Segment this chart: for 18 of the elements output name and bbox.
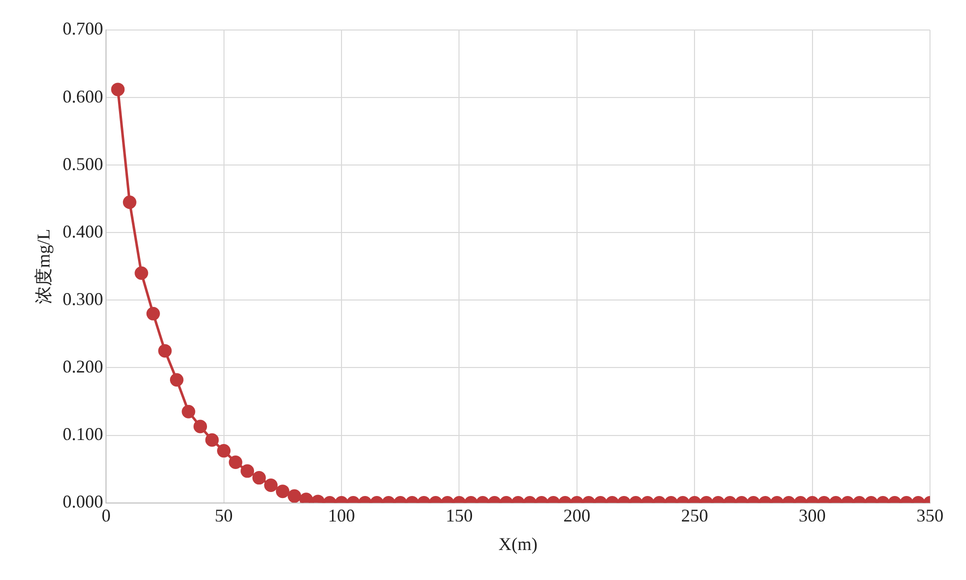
y-tick-label: 0.200 <box>62 356 104 376</box>
y-tick-label: 0.700 <box>62 18 104 39</box>
x-tick-label: 250 <box>681 505 708 526</box>
y-tick-label: 0.500 <box>62 154 104 174</box>
y-tick-label: 0.300 <box>62 288 104 309</box>
x-tick-label: 150 <box>446 505 473 526</box>
y-tick-label: 0.600 <box>62 86 104 106</box>
y-tick-label: 0.100 <box>62 424 104 444</box>
y-axis-title: 浓度mg/L <box>34 228 54 304</box>
x-tick-label: 300 <box>798 505 826 526</box>
y-tick-label: 0.000 <box>62 492 104 512</box>
x-tick-label: 350 <box>916 505 944 526</box>
x-tick-label: 50 <box>214 505 233 526</box>
x-tick-label: 100 <box>328 505 355 526</box>
x-tick-label: 200 <box>563 505 590 526</box>
x-axis-title: X(m) <box>498 534 538 554</box>
y-tick-label: 0.400 <box>62 221 104 242</box>
x-tick-label: 0 <box>102 505 111 526</box>
